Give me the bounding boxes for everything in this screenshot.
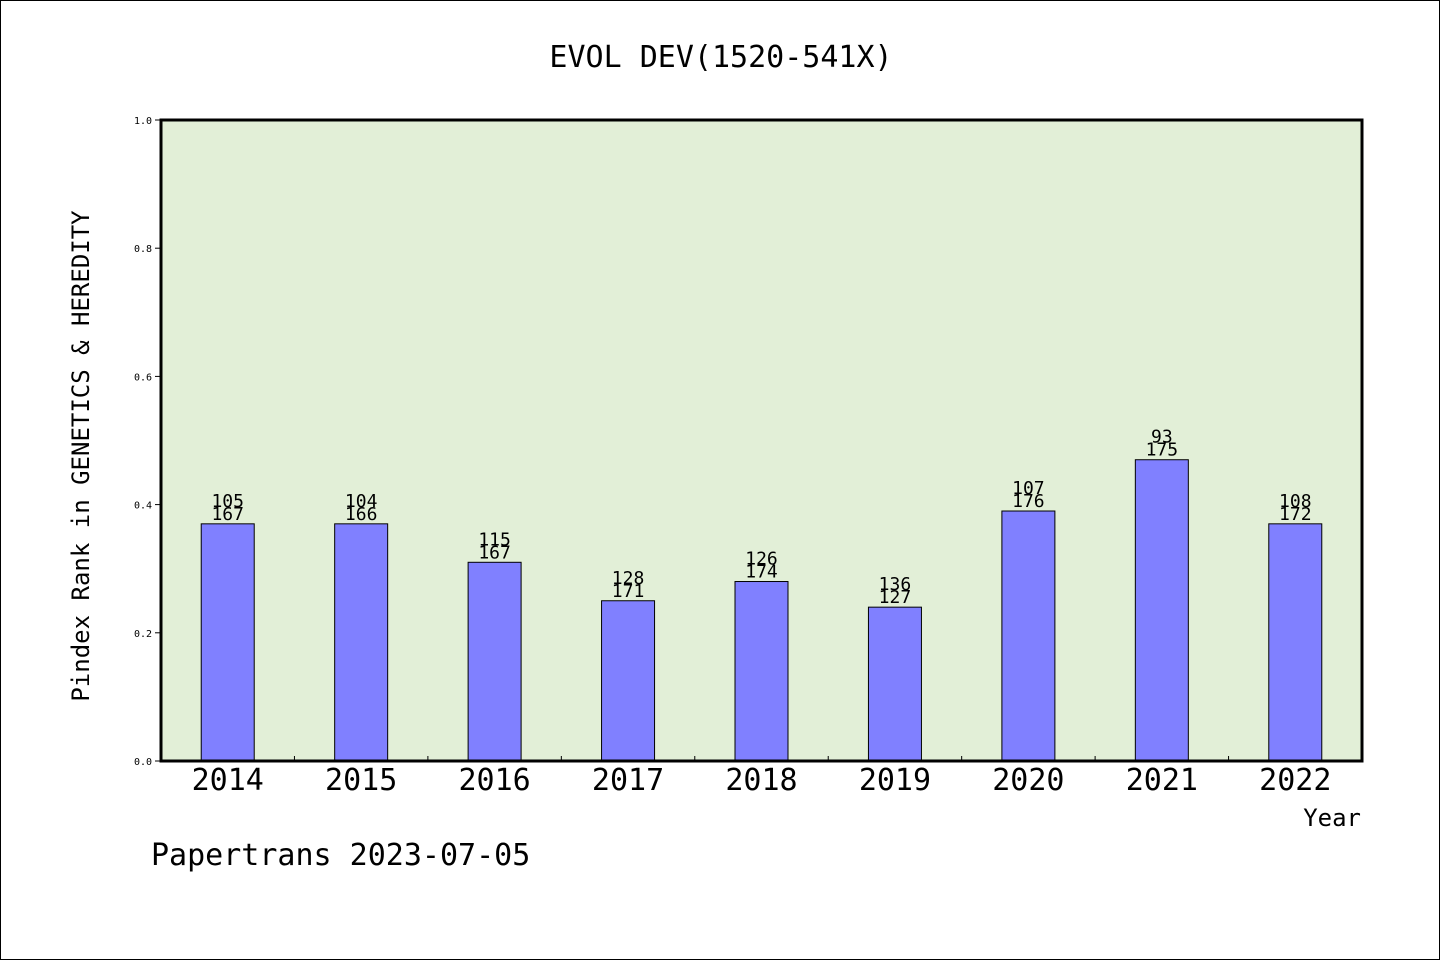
chart-title: EVOL DEV(1520-541X) (549, 40, 892, 75)
y-tick-label: 0.6 (134, 372, 152, 383)
bar-rank-label: 126 (745, 549, 778, 570)
bar-total-label: 172 (1279, 504, 1312, 525)
bar-2020 (1001, 510, 1056, 762)
y-tick-label: 1.0 (134, 116, 152, 127)
x-tick-label: 2016 (458, 763, 530, 798)
y-tick-label: 0.2 (134, 629, 152, 640)
bar-2019 (867, 606, 922, 762)
x-tick-label: 2019 (859, 763, 931, 798)
bar-2018 (734, 581, 789, 762)
plot-frame (159, 118, 1364, 763)
y-axis-label: Pindex Rank in GENETICS & HEREDITY (67, 210, 95, 702)
x-tick-label: 2018 (725, 763, 797, 798)
bar-total-label: 127 (879, 587, 912, 608)
x-tick-label: 2020 (992, 763, 1064, 798)
bar-2022 (1268, 523, 1323, 762)
bar-2017 (601, 600, 656, 762)
bar-2014 (200, 523, 255, 762)
bar-2016 (467, 561, 522, 762)
x-axis-ticks: 2014 2015 2016 2017 2018 2019 2020 2021 2022 (192, 756, 1331, 798)
bar-total-label: 167 (478, 542, 511, 563)
bar-rank-label: 105 (211, 491, 244, 512)
bar-rank-label: 115 (478, 529, 511, 550)
x-tick-label: 2022 (1259, 763, 1331, 798)
bar-2021 (1134, 459, 1189, 762)
bar-total-label: 176 (1012, 491, 1045, 512)
x-tick-label: 2021 (1126, 763, 1198, 798)
bar-total-label: 174 (745, 562, 778, 583)
bar-total-label: 167 (211, 504, 244, 525)
bar-rank-label: 108 (1279, 491, 1312, 512)
bar-total-label: 175 (1146, 440, 1179, 461)
bar-rank-label: 104 (345, 491, 378, 512)
x-tick-label: 2014 (192, 763, 264, 798)
bar-total-label: 171 (612, 581, 645, 602)
x-tick-label: 2017 (592, 763, 664, 798)
y-tick-label: 0.8 (134, 244, 152, 255)
x-tick-label: 2015 (325, 763, 397, 798)
bar-total-label: 166 (345, 504, 378, 525)
bar-rank-label: 128 (612, 568, 645, 589)
bar-2015 (334, 523, 389, 762)
y-tick-label: 0.4 (134, 501, 152, 512)
bars: 1051671041661151671281711261741361271071… (200, 427, 1323, 762)
bar-rank-label: 136 (879, 574, 912, 595)
bar-rank-label: 107 (1012, 478, 1045, 499)
footer-credit: Papertrans 2023-07-05 (151, 838, 530, 873)
bar-rank-label: 93 (1151, 427, 1173, 448)
x-axis-label: Year (1303, 804, 1361, 832)
y-axis-ticks: 0.0 0.2 0.4 0.6 0.8 1.0 (134, 116, 161, 768)
y-tick-label: 0.0 (134, 757, 152, 768)
